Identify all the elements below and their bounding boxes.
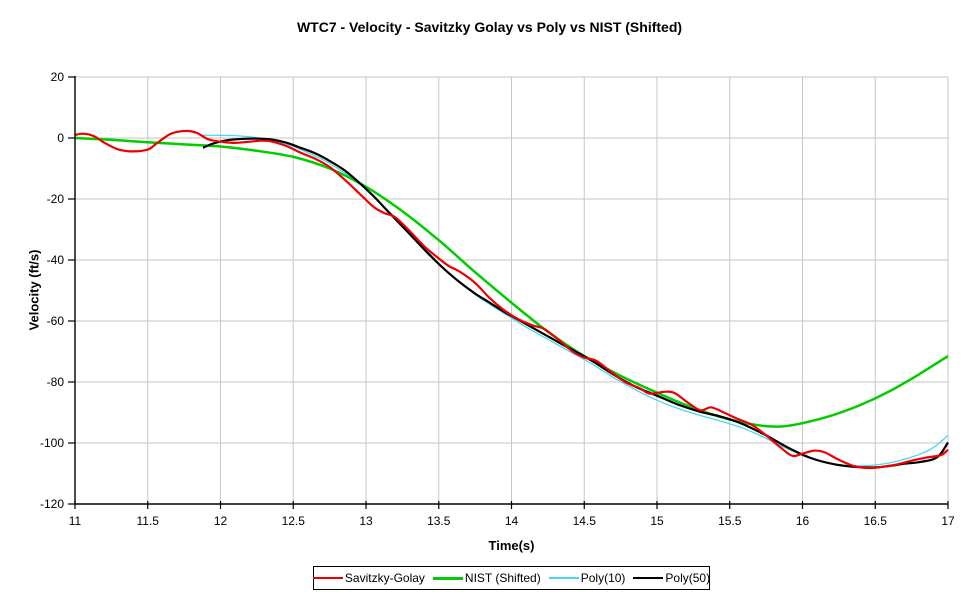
legend-label: Poly(50): [665, 571, 711, 585]
y-tick-label: -100: [40, 436, 64, 450]
legend-line-swatch-nist-shifted: [432, 576, 463, 580]
chart-title: WTC7 - Velocity - Savitzky Golay vs Poly…: [296, 19, 683, 35]
y-tick-label: -120: [40, 497, 64, 511]
x-tick-label: 15.5: [718, 514, 742, 528]
x-tick-label: 13.5: [427, 514, 451, 528]
legend-item: Savitzky-Golay: [312, 571, 425, 585]
legend-item: NIST (Shifted): [432, 571, 541, 585]
series-line-poly-50-: [202, 137, 949, 469]
y-tick-label: -40: [47, 253, 65, 267]
series-line-savitzky-golay: [74, 129, 949, 470]
x-axis-title: Time(s): [488, 538, 535, 553]
legend-item: Poly(50): [633, 571, 710, 585]
series-line-poly-10-: [202, 134, 949, 467]
x-tick-label: 12: [214, 514, 228, 528]
x-tick-label: 16.5: [864, 514, 888, 528]
y-tick-label: -60: [47, 314, 65, 328]
x-tick-label: 17: [941, 514, 955, 528]
x-tick-label: 16: [796, 514, 810, 528]
y-tick-label: -80: [47, 375, 65, 389]
x-tick-label: 13: [359, 514, 373, 528]
x-tick-label: 11: [69, 514, 82, 528]
legend-line-swatch-savitzky-golay: [312, 577, 343, 579]
x-tick-label: 14.5: [573, 514, 597, 528]
legend-item: Poly(10): [548, 571, 626, 585]
y-tick-label: 20: [51, 70, 65, 84]
y-tick-label: 0: [57, 131, 64, 145]
legend-label: NIST (Shifted): [464, 571, 541, 585]
legend-line-swatch-poly50: [633, 577, 664, 579]
legend-line-swatch-poly10: [548, 577, 579, 579]
y-tick-label: -20: [47, 192, 65, 206]
x-tick-label: 15: [650, 514, 664, 528]
x-tick-label: 14: [505, 514, 519, 528]
legend-label: Savitzky-Golay: [344, 571, 425, 585]
x-tick-label: 12.5: [282, 514, 306, 528]
x-tick-label: 11.5: [137, 514, 160, 528]
legend-label: Poly(10): [580, 571, 626, 585]
legend: Savitzky-Golay NIST (Shifted) Poly(10) P…: [312, 566, 710, 590]
